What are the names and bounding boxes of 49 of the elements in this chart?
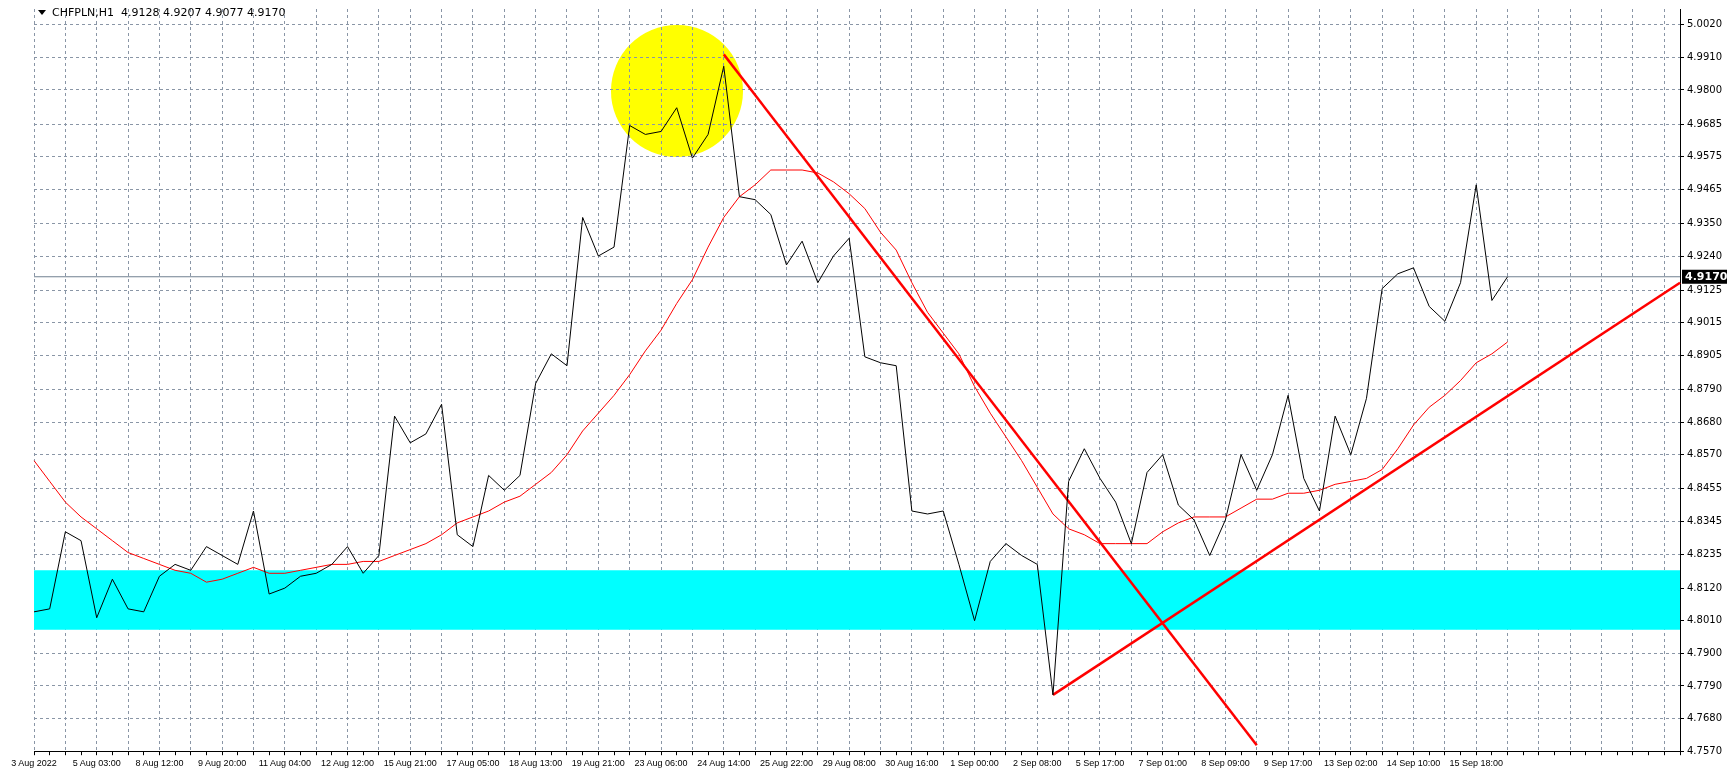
y-tick-label: 5.0020 xyxy=(1687,18,1723,30)
x-tick-label: 8 Aug 12:00 xyxy=(135,758,184,769)
y-tick-label: 4.9350 xyxy=(1687,216,1723,228)
chart-title: CHFPLN,H1 4.9128 4.9207 4.9077 4.9170 xyxy=(52,6,286,19)
y-tick-label: 4.7680 xyxy=(1687,712,1723,724)
y-tick-label: 4.9800 xyxy=(1687,83,1723,95)
x-tick-label: 2 Sep 08:00 xyxy=(1013,758,1062,769)
y-tick-label: 4.9125 xyxy=(1687,283,1723,295)
x-tick-label: 5 Sep 17:00 xyxy=(1075,758,1125,769)
x-tick-label: 17 Aug 05:00 xyxy=(446,758,500,769)
x-tick-label: 15 Sep 18:00 xyxy=(1449,758,1503,769)
y-tick-label: 4.9685 xyxy=(1687,117,1723,129)
y-tick-label: 4.9575 xyxy=(1687,150,1723,162)
y-tick-label: 4.8455 xyxy=(1687,482,1723,494)
y-tick-label: 4.9910 xyxy=(1687,50,1723,62)
y-tick-label: 4.9015 xyxy=(1687,316,1723,328)
x-tick-label: 14 Sep 10:00 xyxy=(1386,758,1441,769)
y-tick-label: 4.8235 xyxy=(1687,547,1723,559)
y-tick-label: 4.7790 xyxy=(1687,679,1723,691)
x-tick-label: 9 Sep 17:00 xyxy=(1263,758,1313,769)
x-tick-label: 1 Sep 00:00 xyxy=(950,758,999,769)
y-tick-label: 4.8905 xyxy=(1687,348,1723,360)
x-tick-label: 7 Sep 01:00 xyxy=(1138,758,1187,769)
y-tick-label: 4.8120 xyxy=(1687,581,1723,593)
y-tick-label: 4.8010 xyxy=(1687,614,1723,626)
y-tick-label: 4.9465 xyxy=(1687,182,1723,194)
x-tick-label: 19 Aug 21:00 xyxy=(571,758,625,769)
x-tick-label: 25 Aug 22:00 xyxy=(759,758,813,769)
x-tick-label: 15 Aug 21:00 xyxy=(383,758,437,769)
x-tick-label: 11 Aug 04:00 xyxy=(258,758,312,769)
x-tick-label: 24 Aug 14:00 xyxy=(697,758,751,769)
y-tick-label: 4.8570 xyxy=(1687,448,1723,460)
x-tick-label: 30 Aug 16:00 xyxy=(885,758,939,769)
x-tick-label: 5 Aug 03:00 xyxy=(72,758,121,769)
x-tick-label: 8 Sep 09:00 xyxy=(1201,758,1250,769)
x-tick-label: 13 Sep 02:00 xyxy=(1324,758,1378,769)
ref-line-label: 4.9170 xyxy=(1685,269,1727,283)
y-tick-label: 4.8345 xyxy=(1687,514,1723,526)
y-tick-label: 4.9240 xyxy=(1687,249,1723,261)
x-tick-label: 3 Aug 2022 xyxy=(11,758,57,769)
y-tick-label: 4.8790 xyxy=(1687,383,1723,395)
x-tick-label: 23 Aug 06:00 xyxy=(634,758,688,769)
y-tick-label: 4.7570 xyxy=(1687,744,1723,756)
y-tick-label: 4.7900 xyxy=(1687,646,1723,658)
x-tick-label: 29 Aug 08:00 xyxy=(822,758,876,769)
x-tick-label: 18 Aug 13:00 xyxy=(509,758,563,769)
y-tick-label: 4.8680 xyxy=(1687,415,1723,427)
x-tick-label: 9 Aug 20:00 xyxy=(198,758,247,769)
x-tick-label: 12 Aug 12:00 xyxy=(320,758,375,769)
